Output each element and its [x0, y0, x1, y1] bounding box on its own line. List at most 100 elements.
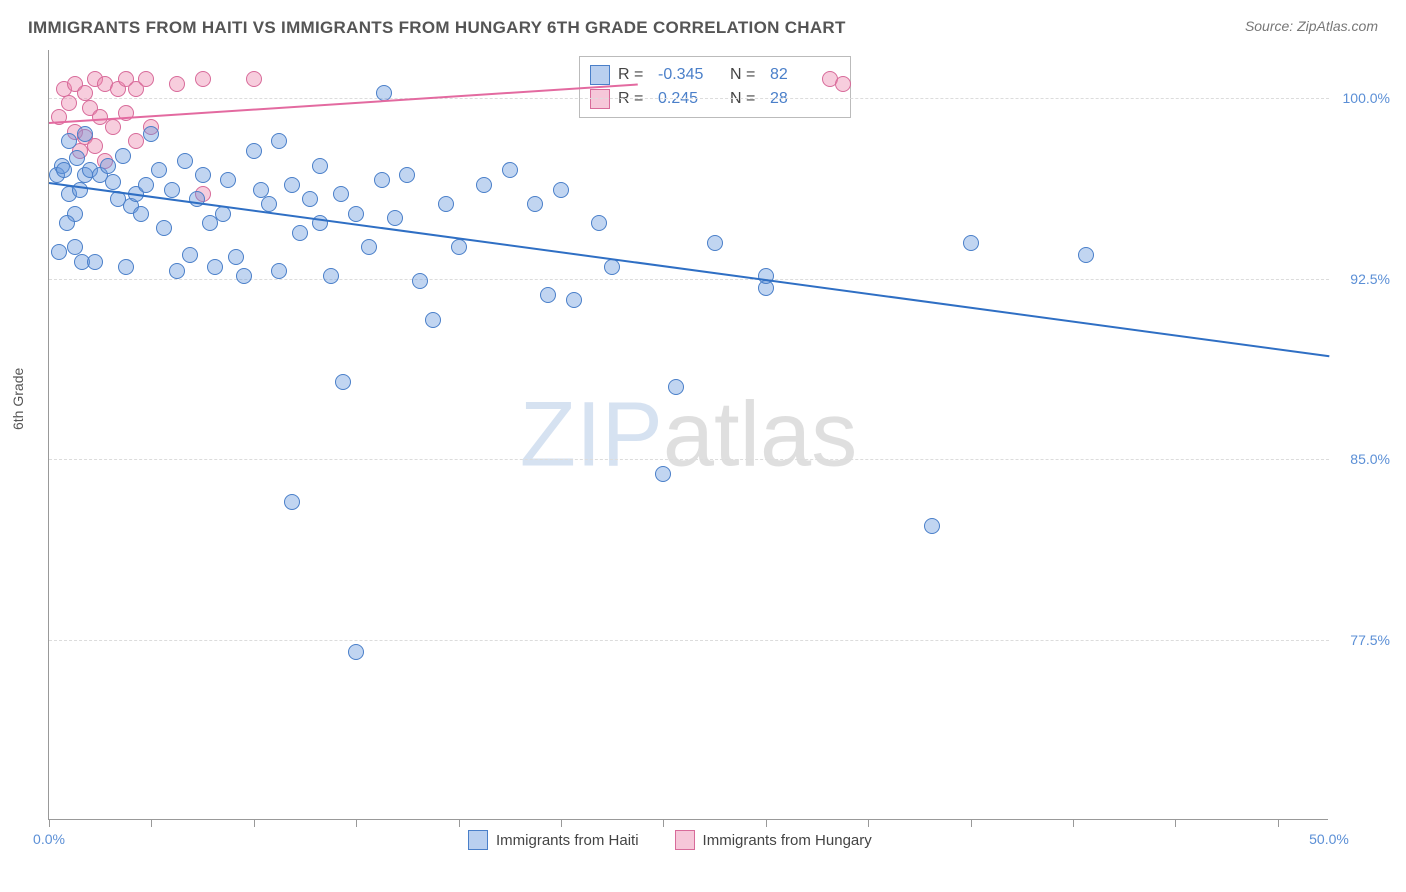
data-point-hungary [195, 71, 211, 87]
data-point-haiti [502, 162, 518, 178]
data-point-haiti [302, 191, 318, 207]
data-point-hungary [835, 76, 851, 92]
data-point-haiti [220, 172, 236, 188]
data-point-hungary [138, 71, 154, 87]
x-tick [663, 819, 664, 827]
data-point-haiti [591, 215, 607, 231]
data-point-haiti [164, 182, 180, 198]
swatch-pink [675, 830, 695, 850]
data-point-haiti [284, 177, 300, 193]
data-point-hungary [169, 76, 185, 92]
swatch-blue [590, 65, 610, 85]
data-point-haiti [228, 249, 244, 265]
data-point-haiti [292, 225, 308, 241]
data-point-hungary [128, 133, 144, 149]
gridline [49, 459, 1329, 460]
data-point-haiti [1078, 247, 1094, 263]
data-point-haiti [72, 182, 88, 198]
data-point-haiti [924, 518, 940, 534]
data-point-hungary [246, 71, 262, 87]
data-point-haiti [527, 196, 543, 212]
data-point-haiti [668, 379, 684, 395]
y-tick-label: 77.5% [1350, 632, 1390, 648]
data-point-haiti [182, 247, 198, 263]
data-point-haiti [195, 167, 211, 183]
data-point-haiti [438, 196, 454, 212]
y-tick-label: 85.0% [1350, 451, 1390, 467]
data-point-haiti [138, 177, 154, 193]
data-point-haiti [476, 177, 492, 193]
data-point-haiti [312, 158, 328, 174]
source-attribution: Source: ZipAtlas.com [1245, 18, 1378, 34]
data-point-haiti [169, 263, 185, 279]
data-point-haiti [412, 273, 428, 289]
swatch-blue [468, 830, 488, 850]
data-point-haiti [177, 153, 193, 169]
data-point-hungary [105, 119, 121, 135]
data-point-haiti [387, 210, 403, 226]
y-axis-title: 6th Grade [10, 368, 26, 430]
x-tick [49, 819, 50, 827]
stats-legend: R = -0.345 N = 82 R = 0.245 N = 28 [579, 56, 851, 118]
x-tick [356, 819, 357, 827]
data-point-haiti [348, 206, 364, 222]
data-point-haiti [271, 263, 287, 279]
watermark: ZIPatlas [520, 382, 857, 487]
x-tick-label: 0.0% [33, 831, 65, 847]
data-point-haiti [335, 374, 351, 390]
x-tick [971, 819, 972, 827]
x-tick [868, 819, 869, 827]
data-point-haiti [333, 186, 349, 202]
data-point-hungary [61, 95, 77, 111]
data-point-haiti [399, 167, 415, 183]
data-point-haiti [451, 239, 467, 255]
x-tick [1175, 819, 1176, 827]
data-point-haiti [156, 220, 172, 236]
data-point-haiti [51, 244, 67, 260]
data-point-haiti [246, 143, 262, 159]
data-point-haiti [115, 148, 131, 164]
x-tick [1073, 819, 1074, 827]
data-point-haiti [100, 158, 116, 174]
series-legend: Immigrants from Haiti Immigrants from Hu… [468, 830, 872, 850]
data-point-haiti [425, 312, 441, 328]
data-point-haiti [61, 133, 77, 149]
data-point-haiti [323, 268, 339, 284]
data-point-haiti [133, 206, 149, 222]
plot-area: ZIPatlas R = -0.345 N = 82 R = 0.245 N =… [48, 50, 1328, 820]
data-point-haiti [118, 259, 134, 275]
data-point-haiti [553, 182, 569, 198]
x-tick [1278, 819, 1279, 827]
gridline [49, 98, 1329, 99]
data-point-haiti [361, 239, 377, 255]
data-point-haiti [261, 196, 277, 212]
x-tick [459, 819, 460, 827]
x-tick [151, 819, 152, 827]
data-point-haiti [236, 268, 252, 284]
legend-item-hungary: Immigrants from Hungary [675, 830, 872, 850]
data-point-haiti [151, 162, 167, 178]
legend-item-haiti: Immigrants from Haiti [468, 830, 639, 850]
x-tick [254, 819, 255, 827]
data-point-haiti [348, 644, 364, 660]
data-point-haiti [655, 466, 671, 482]
data-point-haiti [271, 133, 287, 149]
data-point-haiti [374, 172, 390, 188]
data-point-haiti [963, 235, 979, 251]
data-point-haiti [59, 215, 75, 231]
data-point-haiti [540, 287, 556, 303]
data-point-haiti [207, 259, 223, 275]
x-tick [766, 819, 767, 827]
scatter-plot: ZIPatlas R = -0.345 N = 82 R = 0.245 N =… [48, 50, 1328, 820]
y-tick-label: 100.0% [1343, 90, 1390, 106]
data-point-haiti [284, 494, 300, 510]
data-point-haiti [707, 235, 723, 251]
data-point-haiti [69, 150, 85, 166]
data-point-haiti [566, 292, 582, 308]
data-point-haiti [87, 254, 103, 270]
x-tick [561, 819, 562, 827]
x-tick-label: 50.0% [1309, 831, 1349, 847]
gridline [49, 640, 1329, 641]
data-point-haiti [143, 126, 159, 142]
data-point-haiti [105, 174, 121, 190]
